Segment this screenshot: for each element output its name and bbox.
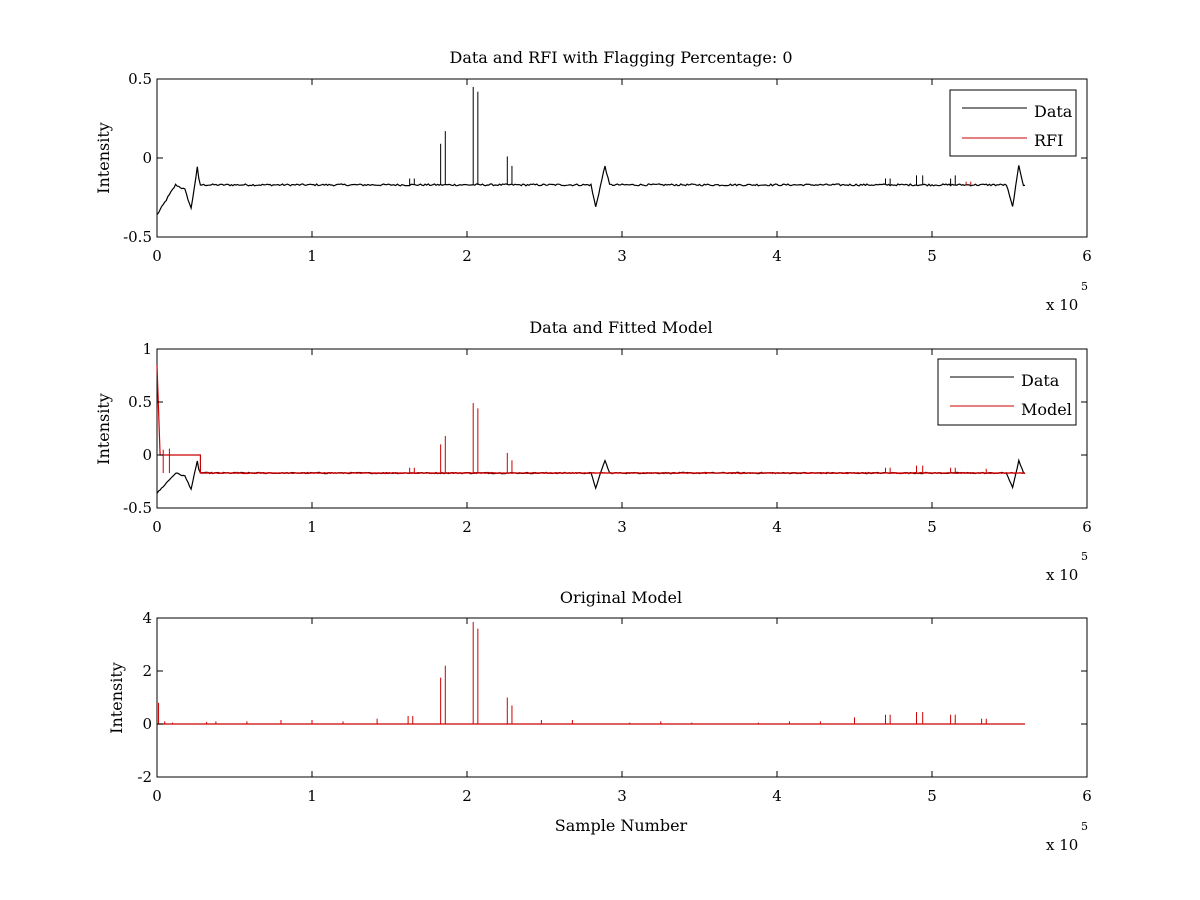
x-tick-label: 5 xyxy=(927,787,937,805)
subplot-3-axes xyxy=(156,617,1088,778)
x-tick-label: 0 xyxy=(152,518,162,536)
subplot-2-legend: Data Model xyxy=(937,358,1077,426)
x-tick-label: 3 xyxy=(617,787,627,805)
subplot-3-x-multiplier: x 10 xyxy=(1046,836,1078,854)
subplot-2-x-multiplier-exponent: 5 xyxy=(1081,550,1088,563)
x-tick-label: 1 xyxy=(307,518,317,536)
x-tick-label: 4 xyxy=(772,518,782,536)
series-model xyxy=(156,364,1025,475)
subplot-1-title: Data and RFI with Flagging Percentage: 0 xyxy=(449,48,792,67)
x-tick-label: 2 xyxy=(462,518,472,536)
x-tick-label: 0 xyxy=(152,247,162,265)
legend-label-model: Model xyxy=(1021,400,1072,419)
subplot-2-title: Data and Fitted Model xyxy=(529,318,712,337)
x-tick-label: 3 xyxy=(617,247,627,265)
x-tick-label: 4 xyxy=(772,247,782,265)
x-tick-label: 1 xyxy=(307,247,317,265)
subplot-1-plot-area xyxy=(156,86,1026,215)
x-tick-label: 3 xyxy=(617,518,627,536)
y-tick-label: 1 xyxy=(142,340,152,358)
x-tick-label: 1 xyxy=(307,787,317,805)
subplot-1-y-ticks: -0.5 0 0.5 xyxy=(123,70,1087,246)
series-rfi xyxy=(965,181,972,185)
subplot-1-x-ticks: 0 1 2 3 4 5 6 xyxy=(152,79,1092,265)
x-tick-label: 0 xyxy=(152,787,162,805)
y-tick-label: -0.5 xyxy=(123,499,152,517)
subplot-3-plot-area xyxy=(157,621,1025,725)
subplot-3-x-multiplier-exponent: 5 xyxy=(1081,820,1088,833)
x-tick-label: 5 xyxy=(927,247,937,265)
y-tick-label: 0.5 xyxy=(128,70,152,88)
legend-label-data-2: Data xyxy=(1021,371,1060,390)
subplot-2-x-ticks: 0 1 2 3 4 5 6 xyxy=(152,349,1092,536)
subplot-2-y-ticks: -0.5 0 0.5 1 xyxy=(123,340,1087,517)
x-tick-label: 2 xyxy=(462,787,472,805)
subplot-1-ylabel: Intensity xyxy=(94,122,113,194)
y-tick-label: 0 xyxy=(142,446,152,464)
subplot-2-plot-area xyxy=(156,364,1026,494)
subplot-3-title: Original Model xyxy=(560,588,682,607)
x-tick-label: 6 xyxy=(1082,247,1092,265)
subplot-3-xlabel: Sample Number xyxy=(555,816,688,835)
series-trace-noise xyxy=(200,471,1024,475)
y-tick-label: 0 xyxy=(142,715,152,733)
legend-label-rfi: RFI xyxy=(1034,131,1063,150)
subplot-2-x-multiplier: x 10 xyxy=(1046,566,1078,584)
subplot-3-x-ticks: 0 1 2 3 4 5 6 xyxy=(152,618,1092,805)
subplot-1-x-multiplier-exponent: 5 xyxy=(1081,280,1088,293)
x-tick-label: 6 xyxy=(1082,518,1092,536)
y-tick-label: -2 xyxy=(137,768,152,786)
y-tick-label: -0.5 xyxy=(123,228,152,246)
subplot-3-y-ticks: -2 0 2 4 xyxy=(137,609,1087,786)
subplot-2-ylabel: Intensity xyxy=(94,393,113,465)
subplot-2-legend-box xyxy=(937,358,1077,426)
series-data xyxy=(156,86,1026,215)
y-tick-label: 4 xyxy=(142,609,152,627)
series-model xyxy=(157,621,1025,725)
subplot-1: Data and RFI with Flagging Percentage: 0… xyxy=(94,48,1092,314)
x-tick-label: 4 xyxy=(772,787,782,805)
legend-label-data: Data xyxy=(1034,102,1073,121)
y-tick-label: 2 xyxy=(142,662,152,680)
subplot-1-legend: Data RFI xyxy=(949,89,1077,157)
subplot-1-axes xyxy=(156,78,1088,238)
subplot-3-ylabel: Intensity xyxy=(107,662,126,734)
x-tick-label: 5 xyxy=(927,518,937,536)
x-tick-label: 6 xyxy=(1082,787,1092,805)
subplot-2-axes xyxy=(156,348,1088,509)
x-tick-label: 2 xyxy=(462,247,472,265)
subplot-1-legend-box xyxy=(949,89,1077,157)
y-tick-label: 0.5 xyxy=(128,393,152,411)
subplot-1-x-multiplier: x 10 xyxy=(1046,296,1078,314)
series-trace xyxy=(156,165,1026,215)
y-tick-label: 0 xyxy=(142,149,152,167)
